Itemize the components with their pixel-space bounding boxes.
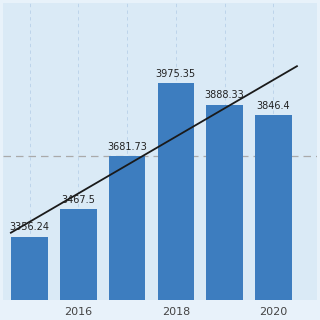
Bar (206, 105, 243, 320)
Text: 3888.33: 3888.33 (205, 90, 244, 100)
Text: 3467.5: 3467.5 (61, 195, 95, 205)
Bar (255, 115, 292, 320)
Bar (11, 237, 48, 320)
Text: 3846.4: 3846.4 (257, 101, 290, 111)
Bar (109, 156, 145, 320)
Bar (60, 209, 97, 320)
Text: 3975.35: 3975.35 (156, 69, 196, 79)
Bar (157, 83, 194, 320)
Text: 3356.24: 3356.24 (10, 222, 50, 232)
Text: 3681.73: 3681.73 (107, 141, 147, 152)
